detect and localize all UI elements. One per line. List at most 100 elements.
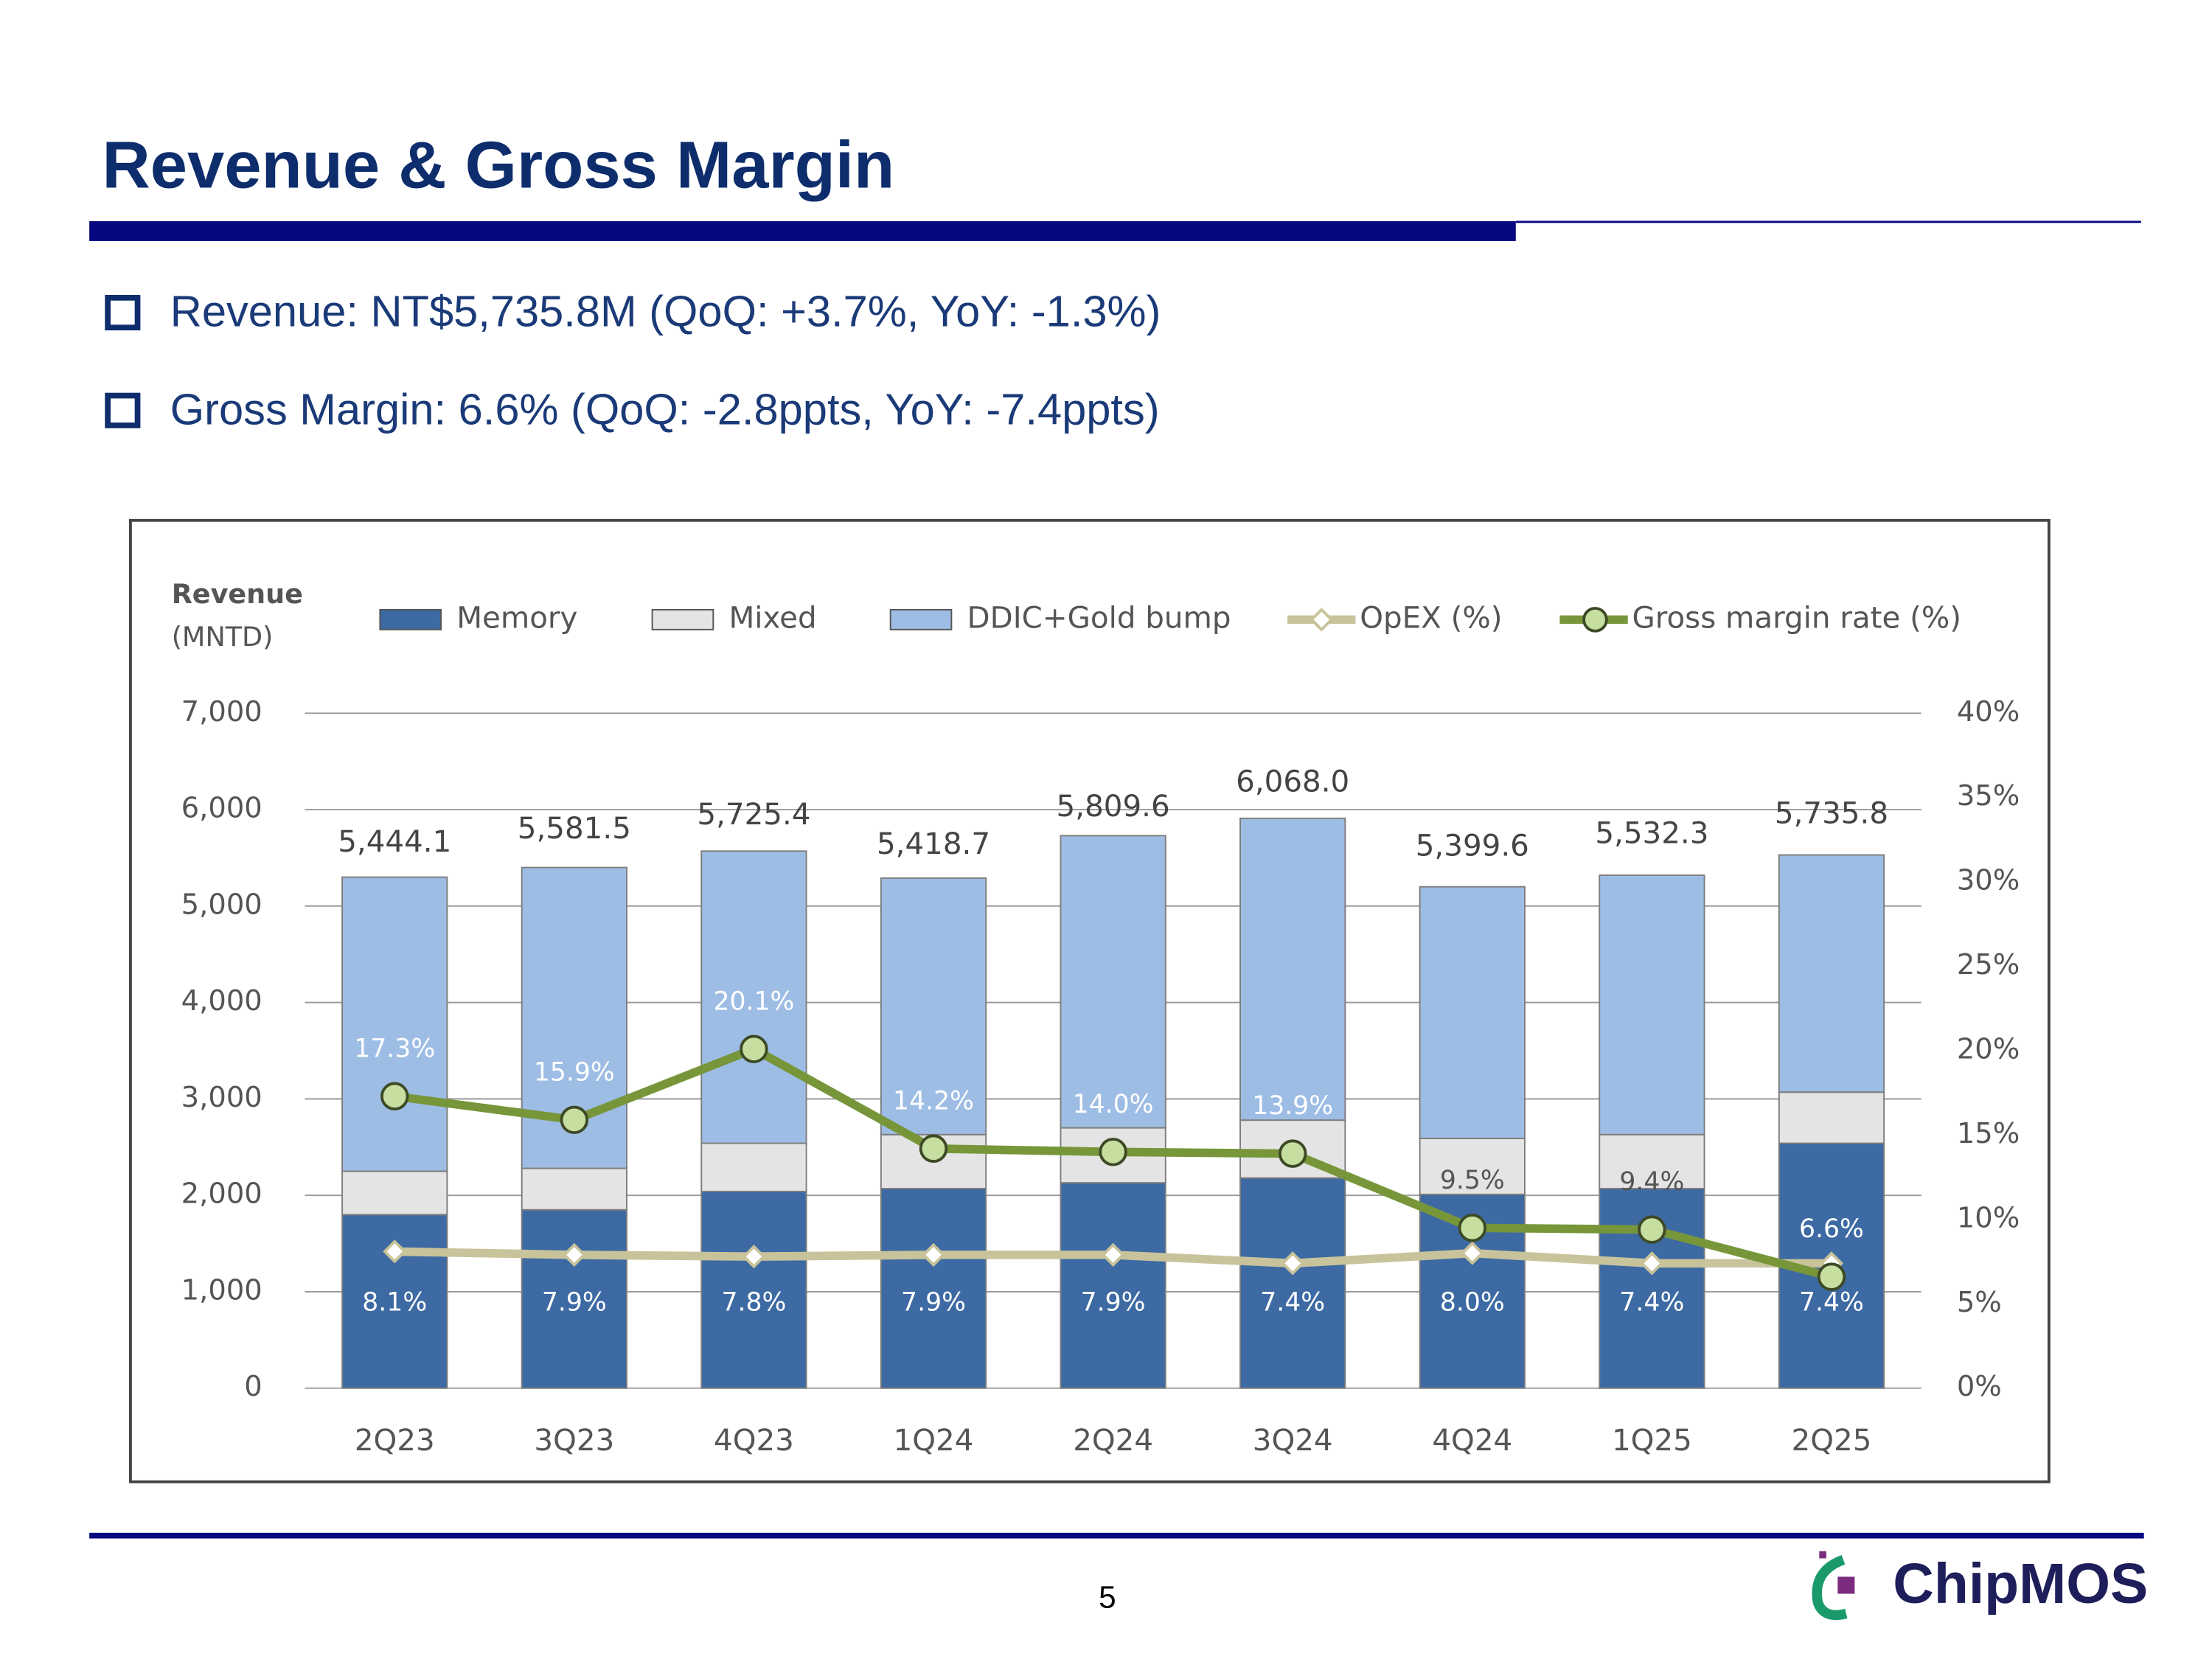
y2-tick-label: 10%: [1957, 1201, 2020, 1234]
line-marker: [1817, 1262, 1846, 1291]
y-axis-label: (MNTD): [172, 621, 274, 653]
bar-segment: [880, 877, 987, 1135]
page-number: 5: [1099, 1579, 1116, 1614]
data-label: 7.9%: [542, 1287, 607, 1317]
slide-title: Revenue & Gross Margin: [102, 128, 894, 203]
y2-tick-label: 25%: [1957, 948, 2020, 981]
line-marker: [1458, 1214, 1487, 1242]
total-label: 6,068.0: [1236, 764, 1349, 799]
legend-marker: [1582, 607, 1608, 633]
y2-tick-label: 40%: [1957, 695, 2020, 728]
y2-tick-label: 5%: [1957, 1286, 2002, 1319]
bar-segment: [1778, 1091, 1885, 1144]
line-marker: [560, 1105, 589, 1135]
x-tick-label: 2Q25: [1792, 1423, 1872, 1458]
bar-segment: [700, 1142, 807, 1192]
data-label: 7.9%: [1081, 1287, 1146, 1317]
bar-segment: [521, 1167, 627, 1211]
total-label: 5,735.8: [1775, 796, 1888, 831]
data-label: 14.0%: [1073, 1090, 1154, 1119]
data-label: 7.4%: [1799, 1287, 1864, 1317]
bar-segment: [700, 1190, 807, 1389]
data-label: 13.9%: [1252, 1091, 1333, 1121]
legend-label: Memory: [456, 600, 577, 635]
line-marker: [1281, 1251, 1305, 1276]
bar-segment: [521, 1208, 627, 1389]
total-label: 5,532.3: [1595, 815, 1708, 850]
data-label: 20.1%: [713, 987, 794, 1016]
bar-segment: [341, 876, 448, 1172]
line-marker: [1640, 1251, 1664, 1276]
bar-segment: [341, 1170, 448, 1216]
bar-segment: [1419, 886, 1526, 1139]
data-label: 9.4%: [1619, 1167, 1684, 1197]
y-tick-label: 1,000: [181, 1273, 262, 1307]
bar-segment: [700, 850, 807, 1144]
legend-marker: [1310, 608, 1334, 632]
data-label: 17.3%: [354, 1034, 435, 1063]
bar-segment: [1599, 1133, 1705, 1189]
legend-swatch: [651, 608, 714, 630]
y2-tick-label: 20%: [1957, 1033, 2020, 1066]
total-label: 5,581.5: [518, 811, 631, 846]
line-marker: [921, 1242, 946, 1267]
bullet-box: [105, 392, 141, 428]
data-label: 14.2%: [893, 1086, 974, 1116]
data-label: 7.9%: [901, 1287, 966, 1317]
bar-segment: [1060, 1182, 1166, 1389]
legend-swatch: [889, 608, 953, 630]
data-label: 8.1%: [362, 1287, 427, 1317]
total-label: 5,809.6: [1057, 789, 1170, 824]
x-tick-label: 2Q23: [355, 1423, 435, 1458]
y-tick-label: 4,000: [181, 984, 262, 1018]
logo-icon: [1812, 1551, 1855, 1621]
bar-segment: [1239, 1177, 1346, 1389]
data-label: 7.4%: [1260, 1287, 1325, 1317]
y-tick-label: 6,000: [181, 792, 262, 825]
bullet: Gross Margin: 6.6% (QoQ: -2.8ppts, YoY: …: [170, 384, 1160, 434]
y-tick-label: 2,000: [181, 1178, 262, 1211]
title-rule: [89, 221, 1516, 241]
footer-rule: [89, 1532, 2144, 1539]
line-marker: [1278, 1139, 1307, 1168]
line-marker: [740, 1034, 768, 1063]
data-label: 15.9%: [534, 1057, 615, 1087]
logo-text: ChipMOS: [1893, 1552, 2148, 1615]
x-tick-label: 1Q24: [894, 1423, 974, 1458]
y-axis-label: Revenue: [172, 578, 303, 610]
line-marker: [1101, 1242, 1125, 1267]
legend-label: DDIC+Gold bump: [967, 600, 1231, 635]
y2-tick-label: 15%: [1957, 1117, 2020, 1150]
x-tick-label: 2Q24: [1073, 1423, 1153, 1458]
line-marker: [383, 1239, 407, 1264]
data-label: 6.6%: [1799, 1214, 1864, 1244]
legend-label: Mixed: [728, 600, 816, 635]
bar-segment: [1778, 854, 1885, 1093]
total-label: 5,444.1: [338, 824, 451, 859]
bullet: Revenue: NT$5,735.8M (QoQ: +3.7%, YoY: -…: [170, 287, 1161, 336]
line-marker: [1099, 1138, 1127, 1166]
data-label: 8.0%: [1440, 1287, 1505, 1317]
line-marker: [1460, 1241, 1484, 1265]
y-tick-label: 3,000: [181, 1081, 262, 1114]
line-marker: [1638, 1215, 1666, 1244]
bar-segment: [1239, 817, 1346, 1121]
y-tick-label: 0: [244, 1370, 262, 1403]
x-tick-label: 3Q24: [1253, 1423, 1333, 1458]
y2-tick-label: 35%: [1957, 779, 2020, 813]
legend-label: OpEX (%): [1360, 600, 1502, 635]
legend-swatch: [379, 608, 442, 630]
x-tick-label: 4Q23: [714, 1423, 794, 1458]
line-marker: [742, 1245, 766, 1269]
legend-label: Gross margin rate (%): [1632, 600, 1961, 635]
line-marker: [380, 1082, 409, 1111]
x-tick-label: 4Q24: [1432, 1423, 1512, 1458]
y2-tick-label: 30%: [1957, 864, 2020, 897]
bullet-box: [105, 295, 141, 331]
y-tick-label: 5,000: [181, 888, 262, 921]
bar-segment: [1060, 835, 1166, 1129]
y2-tick-label: 0%: [1957, 1370, 2002, 1403]
total-label: 5,399.6: [1416, 829, 1529, 863]
